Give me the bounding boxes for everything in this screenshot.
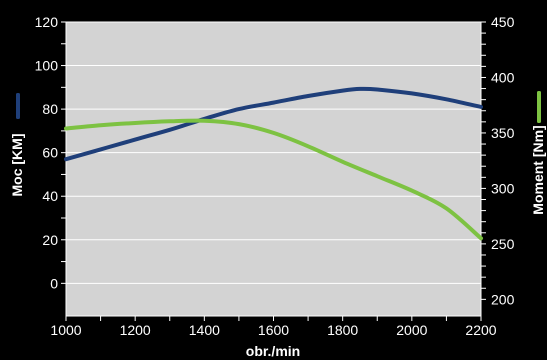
right-tick-label: 450 <box>491 14 515 30</box>
left-tick-label: 80 <box>42 101 58 117</box>
right-axis-title: Moment [Nm] <box>530 125 546 214</box>
right-axis: 200 250 300 350 400 450 <box>480 14 515 316</box>
series-lines <box>64 86 483 241</box>
left-tick-label: 60 <box>42 145 58 161</box>
legend-swatch-torque <box>537 91 541 123</box>
left-tick-label: 100 <box>35 58 59 74</box>
x-tick-label: 2000 <box>396 322 427 338</box>
x-axis: 1000 1200 1400 1600 1800 2000 2200 <box>50 315 497 338</box>
plot-area <box>66 22 481 316</box>
right-tick-label: 200 <box>491 291 515 307</box>
x-axis-title: obr./min <box>246 343 300 359</box>
right-tick-label: 350 <box>491 125 515 141</box>
x-tick-label: 1800 <box>327 322 358 338</box>
right-tick-label: 400 <box>491 69 515 85</box>
torque-line <box>64 118 483 241</box>
x-tick-label: 1000 <box>50 322 81 338</box>
x-tick-label: 1600 <box>258 322 289 338</box>
power-line <box>64 86 483 162</box>
left-tick-label: 0 <box>50 275 58 291</box>
left-axis: 0 20 40 60 80 100 120 <box>35 14 67 316</box>
right-tick-label: 300 <box>491 180 515 196</box>
legend-swatch-power <box>16 93 20 119</box>
grid <box>66 21 481 284</box>
x-tick-label: 1400 <box>189 322 220 338</box>
left-tick-label: 20 <box>42 232 58 248</box>
x-tick-label: 2200 <box>465 322 496 338</box>
left-axis-title: Moc [KM] <box>9 134 25 197</box>
right-tick-label: 250 <box>491 236 515 252</box>
left-tick-label: 120 <box>35 14 59 30</box>
x-tick-label: 1200 <box>120 322 151 338</box>
left-tick-label: 40 <box>42 188 58 204</box>
